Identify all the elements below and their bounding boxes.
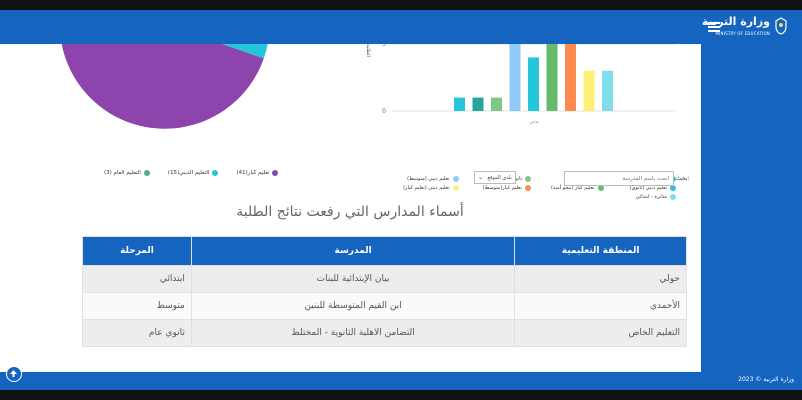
main-panel: تعليم كبار(41) التعليم الديني(15) التعلي…: [0, 44, 701, 372]
y-tick-label: 0: [382, 108, 386, 115]
table-row[interactable]: حولي بيان الإبتدائية للبنات ابتدائي: [82, 265, 687, 293]
footer: 2023 © وزارة التربية: [0, 372, 802, 390]
bar-legend-item[interactable]: تعليم ديني (تعليم كبار): [386, 185, 459, 191]
bar-legend-label: تعليم ديني (متوسط): [407, 176, 450, 182]
school-search-input[interactable]: [564, 171, 674, 186]
bar-legend-item[interactable]: تعليم ديني (ثانوي): [604, 185, 676, 191]
cell-school: بيان الإبتدائية للبنات: [190, 265, 516, 293]
app-header: وزارة التربية MINISTRY OF EDUCATION: [0, 10, 802, 44]
pie-slice-religious-education[interactable]: [165, 44, 270, 59]
pie-chart: [60, 44, 270, 129]
hamburger-menu-icon[interactable]: [708, 22, 720, 32]
column-header-school[interactable]: المدرسة: [190, 236, 516, 266]
location-select-value: بلدي الموقع: [487, 174, 512, 181]
pie-legend-item[interactable]: تعليم كبار(41): [236, 170, 279, 176]
bar-legend-label: ثانوي: [511, 176, 522, 182]
cell-stage: متوسط: [82, 292, 192, 320]
bar[interactable]: [454, 97, 465, 111]
scroll-to-top-button[interactable]: [6, 366, 22, 382]
cell-school: التضامن الاهلية الثانوية - المختلط: [190, 319, 516, 347]
bar-legend-item[interactable]: تعليم كبار (محو أمية): [531, 185, 604, 191]
schools-table: المنطقة التعليمية المدرسة المرحلة حولي ب…: [82, 236, 687, 347]
bar-legend-item[interactable]: تعليم كبار(متوسط): [459, 185, 531, 191]
legend-dot-icon: [525, 176, 531, 182]
cell-school: ابن القيم المتوسطة للبنين: [190, 292, 516, 320]
chevron-down-icon: ⌄: [478, 174, 484, 181]
search-label: بحث:: [676, 175, 690, 182]
pie-legend-item[interactable]: التعليم الديني(15): [168, 170, 219, 176]
pie-slice-adult-education[interactable]: [60, 44, 264, 129]
cell-region: حولي: [514, 265, 687, 293]
x-axis-label: بدني: [529, 119, 539, 125]
bar[interactable]: [546, 44, 558, 111]
pie-legend-label: تعليم كبار(41): [236, 170, 270, 176]
bar-legend-label: تعليم ديني (ثانوي): [629, 185, 667, 191]
ministry-logo[interactable]: وزارة التربية MINISTRY OF EDUCATION: [702, 15, 788, 41]
cell-stage: ثانوي عام: [82, 319, 192, 347]
section-title: أسماء المدارس التي رفعت نتائج الطلبة: [236, 204, 464, 220]
legend-dot-icon: [597, 185, 604, 191]
pie-legend: تعليم كبار(41) التعليم الديني(15) التعلي…: [104, 170, 279, 176]
bar[interactable]: [491, 97, 502, 111]
bar[interactable]: [509, 44, 521, 111]
bar[interactable]: [602, 70, 613, 111]
emblem-icon: [775, 17, 787, 35]
right-sidebar-band: [701, 44, 802, 372]
bar-legend-label: تعليم كبار (محو أمية): [550, 185, 595, 191]
table-row[interactable]: الأحمدي ابن القيم المتوسطة للبنين متوسط: [82, 292, 687, 320]
legend-dot-icon: [670, 194, 676, 200]
y-tick-label: 5: [382, 44, 386, 48]
top-frame: [0, 0, 802, 10]
bar-legend-item[interactable]: ثانوي: [459, 176, 531, 182]
bar-chart: الطلبة 0 5 بدني: [362, 44, 682, 169]
bar[interactable]: [472, 97, 484, 111]
bar-legend-label: مثابرة - ابتدائي: [635, 194, 667, 200]
bar[interactable]: [583, 70, 595, 111]
legend-dot-icon: [670, 185, 676, 191]
bar-legend-label: تعليم كبار(متوسط): [482, 185, 522, 191]
legend-dot-icon: [452, 176, 459, 182]
cell-region: التعليم الخاص: [514, 319, 687, 347]
y-axis-title: الطلبة: [365, 44, 371, 57]
table-row[interactable]: التعليم الخاص التضامن الاهلية الثانوية -…: [82, 319, 687, 347]
bottom-frame: [0, 390, 802, 400]
legend-dot-icon: [143, 170, 150, 176]
bar-chart-canvas: 0 5 بدني: [382, 44, 676, 125]
legend-dot-icon: [525, 185, 531, 191]
table-header-row: المنطقة التعليمية المدرسة المرحلة: [82, 236, 687, 266]
legend-dot-icon: [212, 170, 219, 176]
column-header-stage[interactable]: المرحلة: [82, 236, 192, 266]
cell-region: الأحمدي: [514, 292, 687, 320]
bar-legend-item[interactable]: مثابرة - ابتدائي: [604, 194, 676, 200]
legend-dot-icon: [272, 170, 279, 176]
bar[interactable]: [528, 57, 539, 111]
bar-legend-item[interactable]: تعليم ديني (متوسط): [386, 176, 459, 182]
column-header-region[interactable]: المنطقة التعليمية: [514, 236, 687, 266]
logo-title-en: MINISTRY OF EDUCATION: [715, 31, 770, 36]
bar[interactable]: [565, 44, 576, 111]
legend-dot-icon: [452, 185, 459, 191]
cell-stage: ابتدائي: [82, 265, 192, 293]
bar-legend-label: تعليم ديني (تعليم كبار): [403, 185, 450, 191]
arrow-up-icon: [10, 370, 17, 377]
location-select[interactable]: بلدي الموقع ⌄: [474, 171, 516, 184]
pie-legend-item[interactable]: التعليم العام (3): [104, 170, 150, 176]
copyright-text: 2023 © وزارة التربية: [738, 376, 794, 383]
logo-title-ar: وزارة التربية: [701, 15, 770, 28]
pie-legend-label: التعليم العام (3): [104, 170, 141, 176]
pie-legend-label: التعليم الديني(15): [167, 170, 210, 176]
